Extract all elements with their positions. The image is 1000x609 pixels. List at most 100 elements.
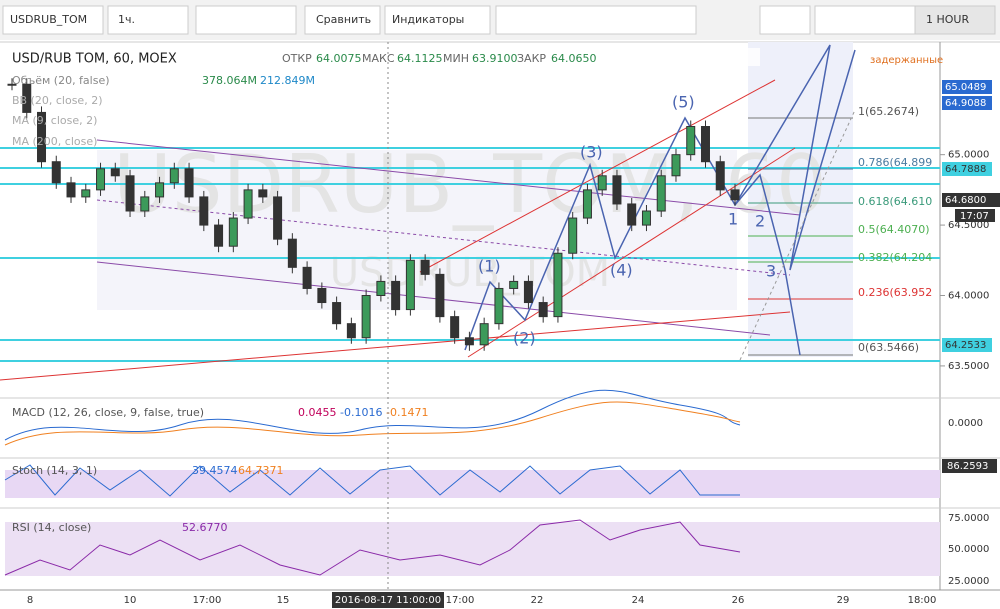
badge bbox=[942, 338, 992, 352]
study-name: BB (20, close, 2) bbox=[12, 94, 103, 107]
wave-label: 3 bbox=[766, 262, 776, 281]
candle bbox=[96, 168, 106, 191]
y-tick-label: 65.0000 bbox=[948, 150, 989, 161]
candle bbox=[110, 168, 120, 177]
candle bbox=[243, 189, 253, 219]
candle bbox=[450, 316, 460, 339]
timeframe[interactable]: 1 HOUR bbox=[926, 13, 969, 26]
color-btn[interactable] bbox=[759, 5, 811, 35]
cloud-btns[interactable] bbox=[814, 5, 916, 35]
candle bbox=[184, 168, 194, 198]
compare[interactable]: Сравнить bbox=[316, 13, 371, 26]
candle bbox=[612, 175, 622, 205]
axis-label: 75.0000 bbox=[948, 513, 989, 524]
chart-type-btn[interactable] bbox=[195, 5, 297, 35]
candle bbox=[140, 196, 150, 212]
high: 64.1125 bbox=[397, 52, 443, 65]
study-value: 52.6770 bbox=[182, 521, 228, 534]
indicators-btn[interactable] bbox=[384, 5, 491, 35]
candle bbox=[66, 182, 76, 198]
badge bbox=[942, 96, 992, 110]
axis-label: 25.0000 bbox=[948, 576, 989, 587]
time-label: 24 bbox=[632, 595, 645, 606]
candle bbox=[435, 273, 445, 318]
support-line bbox=[0, 311, 791, 381]
time-badge bbox=[332, 592, 444, 608]
tools-btns[interactable] bbox=[495, 5, 697, 35]
candle bbox=[273, 196, 283, 240]
time-label: 18:00 bbox=[908, 595, 937, 606]
interval[interactable]: 1ч. bbox=[118, 13, 135, 26]
study-name: Объём (20, false) bbox=[12, 74, 110, 87]
low: 63.9100 bbox=[472, 52, 518, 65]
fib-label: 0.236(63.952 bbox=[858, 286, 932, 299]
candles bbox=[7, 78, 740, 351]
time-label: 22 bbox=[531, 595, 544, 606]
compare-btn[interactable] bbox=[304, 5, 381, 35]
candle bbox=[641, 210, 651, 226]
badge-text: 17:07 bbox=[960, 211, 989, 222]
delayed: задержанные bbox=[870, 55, 943, 66]
symbol[interactable]: USDRUB_TOM bbox=[10, 13, 87, 26]
candle bbox=[376, 280, 386, 296]
badge-text: 64.9088 bbox=[945, 98, 986, 109]
study-value: 0.0455 bbox=[298, 406, 337, 419]
candle bbox=[597, 175, 607, 191]
fib-label: 0.786(64.899 bbox=[858, 156, 932, 169]
candle bbox=[730, 189, 740, 201]
candle bbox=[420, 259, 430, 275]
candle bbox=[199, 196, 209, 226]
candle bbox=[7, 83, 17, 86]
wave-label: 1 bbox=[728, 210, 738, 229]
candle bbox=[715, 161, 725, 191]
candle bbox=[287, 238, 297, 268]
study-name: MACD (12, 26, close, 9, false, true) bbox=[12, 406, 204, 419]
time-axis: 8 10 17:00 15 2016-08-17 11:00:00 17:00 … bbox=[27, 592, 937, 608]
fib-label: 0.382(64.204 bbox=[858, 251, 932, 264]
open: 64.0075 bbox=[316, 52, 362, 65]
candle bbox=[332, 302, 342, 325]
candle bbox=[258, 189, 268, 198]
candle bbox=[568, 217, 578, 254]
time-label: 17:00 bbox=[446, 595, 475, 606]
close-label: ЗАКР bbox=[517, 52, 546, 65]
symbol-box[interactable] bbox=[2, 5, 104, 35]
candle bbox=[317, 287, 327, 304]
candle bbox=[686, 126, 696, 156]
candle bbox=[81, 189, 91, 198]
candle bbox=[22, 83, 32, 113]
time-label: 26 bbox=[732, 595, 745, 606]
wave-channel bbox=[467, 147, 796, 358]
study-name: MA (200, close) bbox=[12, 135, 97, 148]
candle bbox=[523, 280, 533, 304]
rsi-line bbox=[4, 519, 741, 576]
stoch-pane: Stoch (14, 3, 1) 39.4574 64.7371 86.2593 bbox=[0, 457, 1000, 498]
y-tick-label: 64.5000 bbox=[948, 220, 989, 231]
channel-line bbox=[96, 261, 771, 336]
study-name: Stoch (14, 3, 1) bbox=[12, 464, 97, 477]
y-tick-label: 63.5000 bbox=[948, 361, 989, 372]
time-label: 10 bbox=[124, 595, 137, 606]
candle bbox=[582, 189, 592, 219]
candle bbox=[361, 295, 371, 339]
fib-label: 0.5(64.4070) bbox=[858, 223, 930, 236]
study-value: -0.1016 bbox=[340, 406, 382, 419]
macd-pane: MACD (12, 26, close, 9, false, true) 0.0… bbox=[0, 389, 1000, 446]
candle bbox=[479, 323, 489, 346]
indicators[interactable]: Индикаторы bbox=[392, 13, 464, 26]
interval-box[interactable] bbox=[107, 5, 189, 35]
timeframe-box[interactable] bbox=[914, 5, 996, 35]
candle bbox=[302, 266, 312, 289]
candle bbox=[494, 287, 504, 325]
macd-line bbox=[4, 389, 741, 441]
channel-line bbox=[96, 139, 801, 216]
candle bbox=[538, 302, 548, 318]
badge bbox=[942, 80, 992, 94]
fib-label: 1(65.2674) bbox=[858, 105, 919, 118]
study-name: RSI (14, close) bbox=[12, 521, 91, 534]
wave-label: 2 bbox=[755, 212, 765, 231]
badge bbox=[942, 193, 1000, 207]
time-label: 8 bbox=[27, 595, 33, 606]
study-value: 378.064M bbox=[202, 74, 257, 87]
